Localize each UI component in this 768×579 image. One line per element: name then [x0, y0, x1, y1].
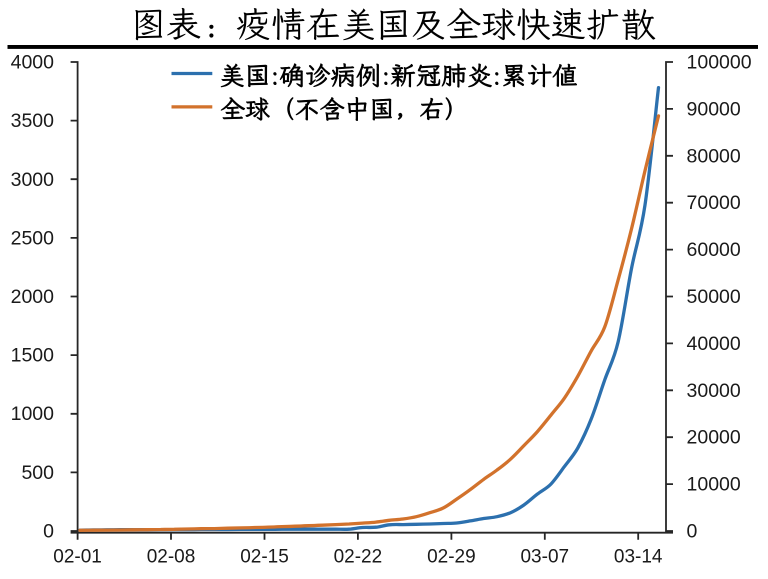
svg-text:02-15: 02-15 [240, 547, 289, 568]
svg-text:03-07: 03-07 [520, 547, 569, 568]
svg-text:90000: 90000 [687, 98, 741, 120]
svg-text:20000: 20000 [687, 427, 741, 449]
svg-text:70000: 70000 [687, 192, 741, 214]
svg-text:100000: 100000 [687, 52, 752, 74]
svg-text:02-08: 02-08 [147, 547, 196, 568]
svg-text:3000: 3000 [11, 169, 55, 191]
svg-text:2500: 2500 [11, 227, 55, 249]
svg-text:30000: 30000 [687, 380, 741, 402]
svg-text:0: 0 [687, 521, 698, 543]
svg-text:80000: 80000 [687, 145, 741, 167]
svg-text:3500: 3500 [11, 110, 55, 132]
svg-text:500: 500 [21, 462, 54, 484]
svg-text:10000: 10000 [687, 474, 741, 496]
svg-text:02-29: 02-29 [427, 547, 476, 568]
svg-text:02-22: 02-22 [334, 547, 383, 568]
svg-text:50000: 50000 [687, 286, 741, 308]
svg-text:03-14: 03-14 [614, 547, 663, 568]
svg-text:1500: 1500 [11, 345, 55, 367]
svg-text:02-01: 02-01 [53, 547, 102, 568]
svg-text:1000: 1000 [11, 403, 55, 425]
svg-text:0: 0 [43, 521, 54, 543]
svg-text:4000: 4000 [11, 52, 55, 74]
svg-text:60000: 60000 [687, 239, 741, 261]
svg-text:2000: 2000 [11, 286, 55, 308]
svg-text:40000: 40000 [687, 333, 741, 355]
